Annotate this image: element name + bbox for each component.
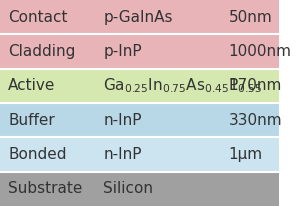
- Text: Active: Active: [8, 78, 56, 93]
- Text: Substrate: Substrate: [8, 181, 83, 196]
- Text: Contact: Contact: [8, 10, 68, 25]
- Bar: [0, 34, 279, 69]
- Text: 1000nm: 1000nm: [229, 44, 292, 59]
- Text: 170nm: 170nm: [229, 78, 282, 93]
- Text: n-InP: n-InP: [103, 147, 142, 162]
- Text: p-GaInAs: p-GaInAs: [103, 10, 173, 25]
- Text: Buffer: Buffer: [8, 113, 55, 128]
- Bar: [0, 69, 279, 103]
- Bar: [0, 137, 279, 172]
- Bar: [0, 172, 279, 206]
- Text: 50nm: 50nm: [229, 10, 272, 25]
- Bar: [0, 103, 279, 137]
- Text: n-InP: n-InP: [103, 113, 142, 128]
- Text: 1μm: 1μm: [229, 147, 263, 162]
- Text: Bonded: Bonded: [8, 147, 67, 162]
- Text: p-InP: p-InP: [103, 44, 142, 59]
- Text: Ga$_{0.25}$In$_{0.75}$As$_{0.45}$P$_{0.55}$: Ga$_{0.25}$In$_{0.75}$As$_{0.45}$P$_{0.5…: [103, 76, 263, 95]
- Text: 330nm: 330nm: [229, 113, 282, 128]
- Text: Cladding: Cladding: [8, 44, 76, 59]
- Bar: [0, 0, 279, 34]
- Text: Silicon: Silicon: [103, 181, 153, 196]
